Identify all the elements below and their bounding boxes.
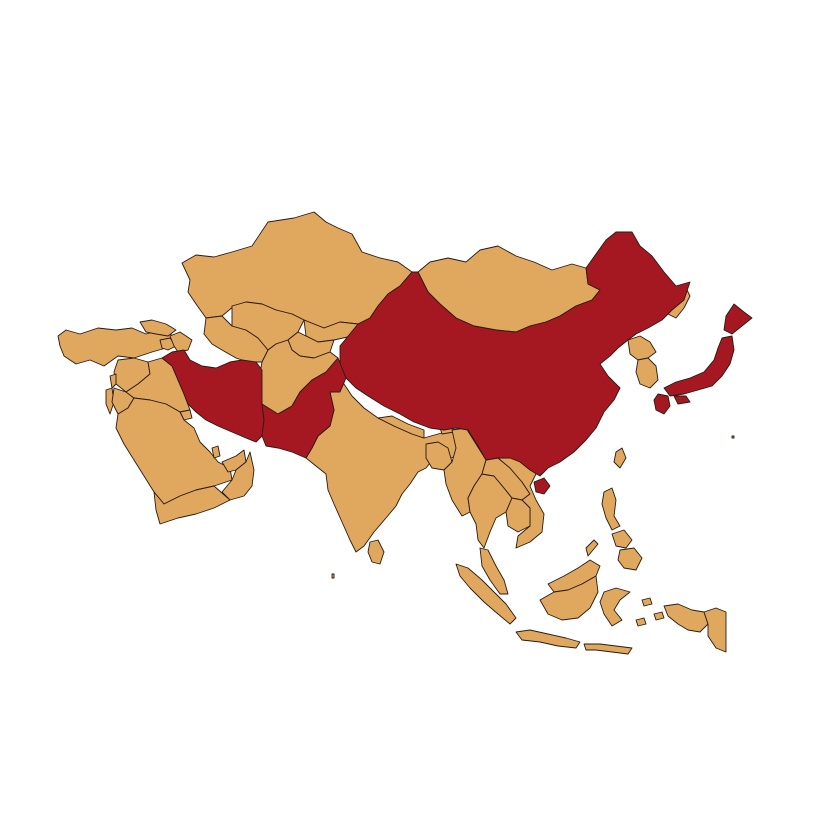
country-pakistan [261,357,347,459]
country-philippines-luzon [601,487,621,531]
country-sri-lanka [367,539,385,565]
country-yemen [153,485,231,525]
country-indonesia-kalimantan [539,575,599,621]
country-indonesia-java [515,629,581,649]
country-china-hainan [533,477,551,495]
country-cambodia [505,497,531,533]
country-philippines-mindanao [617,547,643,571]
country-azerbaijan [169,331,193,353]
country-lebanon [109,373,117,389]
country-japan-honshu [663,335,735,397]
country-nepal [377,415,425,439]
country-qatar [211,445,221,459]
country-indonesia-sumatra [455,563,517,625]
country-indonesia-islands [635,597,665,627]
country-oman [221,451,255,501]
country-philippines-palawan [585,539,599,557]
country-japan-hokkaido [723,303,753,335]
country-georgia [139,319,177,337]
country-indonesia-sulawesi [599,587,631,627]
country-philippines-visayas [611,529,633,549]
country-japan-shikoku [673,395,691,405]
country-china [339,231,691,477]
country-north-korea [627,335,657,361]
country-indonesia-papua [663,603,709,633]
country-japan-kyushu [653,393,671,415]
pacific-speck [731,435,735,439]
country-png [703,607,727,653]
country-israel [105,387,115,415]
country-malaysia-peninsula [479,547,509,595]
country-maldives-speck [331,573,335,579]
country-south-korea [635,357,659,389]
country-taiwan [613,447,627,469]
country-indonesia-nusa [583,643,633,655]
